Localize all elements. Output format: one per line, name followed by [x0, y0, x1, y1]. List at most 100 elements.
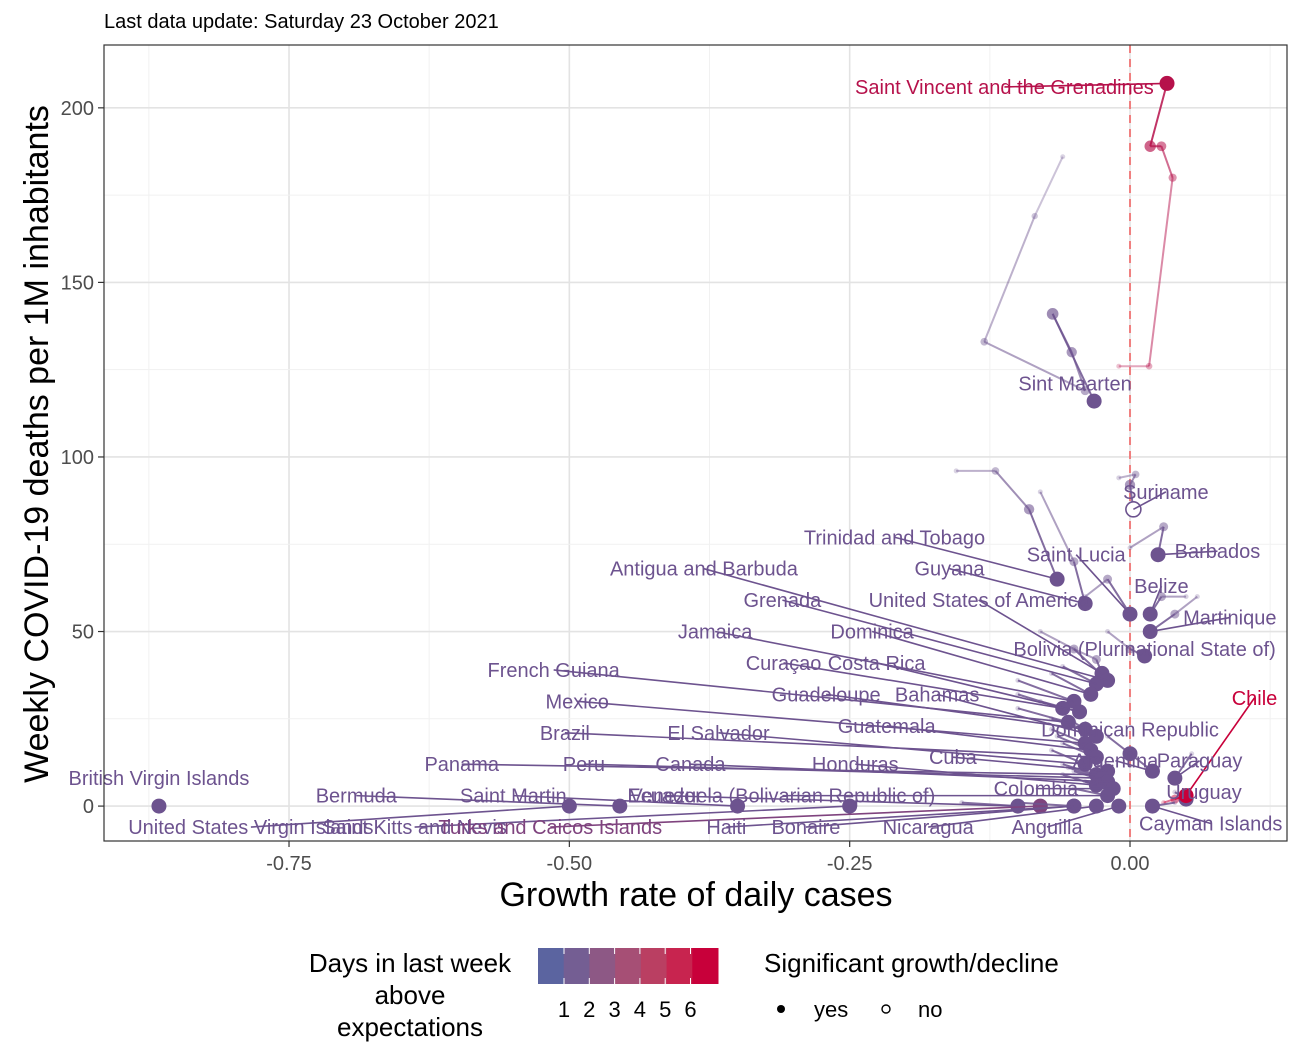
- point-history: [1037, 629, 1043, 635]
- label-trinidad-and-tobago: Trinidad and Tobago: [804, 527, 985, 549]
- trail-bolivia-plurinational-state-of: [1105, 629, 1153, 664]
- legend-significance-no-symbol: [881, 1004, 891, 1014]
- point-history: [1069, 557, 1079, 567]
- x-axis-title: Growth rate of daily cases: [499, 876, 892, 914]
- point-history: [1127, 545, 1133, 551]
- point-history: [1170, 609, 1180, 619]
- label-united-states-virgin-islands: United States Virgin Islands: [128, 817, 373, 839]
- trail-segment: [983, 215, 1036, 343]
- leader-cuba: [952, 756, 1108, 772]
- legend-significance: Significant growth/decline yes no: [764, 948, 1059, 1022]
- point-history: [1172, 789, 1178, 795]
- point-history: [1015, 691, 1021, 697]
- point-history: [1015, 677, 1021, 683]
- label-mexico: Mexico: [546, 691, 609, 713]
- leader-bonaire: [805, 805, 1075, 828]
- point-history: [1172, 800, 1178, 806]
- point-history: [1049, 747, 1055, 753]
- label-turks-and-caicos-islands: Turks and Caicos Islands: [438, 817, 662, 839]
- trail-segment: [1039, 630, 1075, 650]
- label-uruguay: Uruguay: [1166, 782, 1242, 804]
- leader-french-guiana: [553, 669, 1069, 724]
- label-leader-lines: [250, 82, 1256, 828]
- leader-mexico: [577, 700, 1086, 745]
- label-argentina: Argentina: [1073, 751, 1159, 773]
- trail-trinidad-and-tobago: [953, 467, 1065, 587]
- plot-panel-border: [103, 44, 1288, 842]
- country-labels: Saint Vincent and the Grenadines Sint Maa…: [69, 77, 1283, 839]
- label-panama: Panama: [424, 754, 499, 776]
- y-tick-label: 100: [61, 447, 94, 469]
- point-history: [953, 468, 959, 474]
- point-history: [1159, 522, 1169, 532]
- label-cura-ao: Curaçao: [746, 653, 822, 675]
- trail-segment: [1039, 491, 1075, 563]
- leader-dominica: [871, 630, 1091, 696]
- y-tick-label: 150: [61, 272, 94, 294]
- legend-color-label: 1: [558, 997, 570, 1022]
- leader-cura-ao: [783, 662, 1063, 710]
- leader-antigua-and-barbuda: [703, 567, 1108, 682]
- label-cayman-islands: Cayman Islands: [1139, 814, 1282, 836]
- label-saint-vincent-and-the-grenadines: Saint Vincent and the Grenadines: [855, 77, 1154, 99]
- label-guadeloupe: Guadeloupe: [772, 684, 881, 706]
- leader-barbados: [1158, 550, 1218, 556]
- leader-grenada: [782, 599, 1097, 685]
- leader-bahamas: [936, 693, 1097, 738]
- leader-jamaica: [714, 630, 1075, 703]
- legend-color-swatch: [563, 948, 590, 984]
- leader-bermuda: [356, 794, 620, 807]
- leader-ecuador: [664, 794, 1018, 807]
- leader-costa-rica: [876, 662, 1080, 713]
- leader-brazil: [564, 731, 1097, 759]
- legend-color-title-line-2: above: [375, 980, 446, 1010]
- point-history: [1156, 141, 1167, 152]
- label-nicaragua: Nicaragua: [883, 817, 975, 839]
- trail-segment: [1106, 630, 1131, 650]
- label-sint-maarten: Sint Maarten: [1018, 374, 1131, 396]
- trail-segment: [1017, 801, 1075, 808]
- legend-color-swatch: [615, 948, 642, 984]
- point-history: [1037, 489, 1043, 495]
- point-history: [1031, 212, 1038, 220]
- label-dominica: Dominica: [830, 622, 914, 644]
- point-history: [1080, 386, 1090, 396]
- label-chile: Chile: [1232, 688, 1278, 710]
- gridlines: [104, 45, 1287, 841]
- label-dominican-republic: Dominican Republic: [1041, 719, 1219, 741]
- point-history: [980, 337, 989, 346]
- leader-guyana: [949, 567, 1086, 605]
- trail-segment: [994, 470, 1030, 510]
- point-history: [1015, 705, 1021, 711]
- x-tick-label: 0.00: [1111, 853, 1150, 875]
- legend-color-label: 4: [634, 997, 646, 1022]
- label-saint-martin: Saint Martin: [460, 786, 567, 808]
- label-haiti: Haiti: [706, 817, 746, 839]
- leader-guadeloupe: [826, 693, 1086, 731]
- leader-trinidad-and-tobago: [894, 536, 1058, 580]
- legend-color-swatch: [589, 948, 616, 984]
- point-history: [1170, 794, 1180, 804]
- x-tick-label: -0.25: [827, 853, 873, 875]
- legend-significance-title: Significant growth/decline: [764, 948, 1059, 978]
- y-tick-label: 0: [83, 796, 94, 818]
- label-venezuela-bolivarian-republic-of: Venezuela (Bolivarian Republic of): [630, 786, 936, 808]
- trail-segment: [1017, 707, 1069, 724]
- label-colombia: Colombia: [994, 779, 1079, 801]
- label-bermuda: Bermuda: [316, 786, 398, 808]
- label-honduras: Honduras: [812, 754, 899, 776]
- trail-segment: [983, 340, 1086, 392]
- leader-el-salvador: [718, 731, 1086, 765]
- point-history: [1145, 362, 1153, 370]
- trail-segment: [1118, 473, 1136, 479]
- legend-significance-yes-label: yes: [814, 997, 848, 1022]
- point-history: [1071, 719, 1077, 725]
- x-tick-label: -0.50: [547, 853, 593, 875]
- trail-british-virgin-islands: [151, 798, 167, 814]
- trail-segment: [1149, 83, 1168, 147]
- label-grenada: Grenada: [743, 590, 822, 612]
- point-history: [1116, 363, 1122, 369]
- leader-guatemala: [886, 724, 1091, 752]
- leader-anguilla: [1046, 805, 1120, 828]
